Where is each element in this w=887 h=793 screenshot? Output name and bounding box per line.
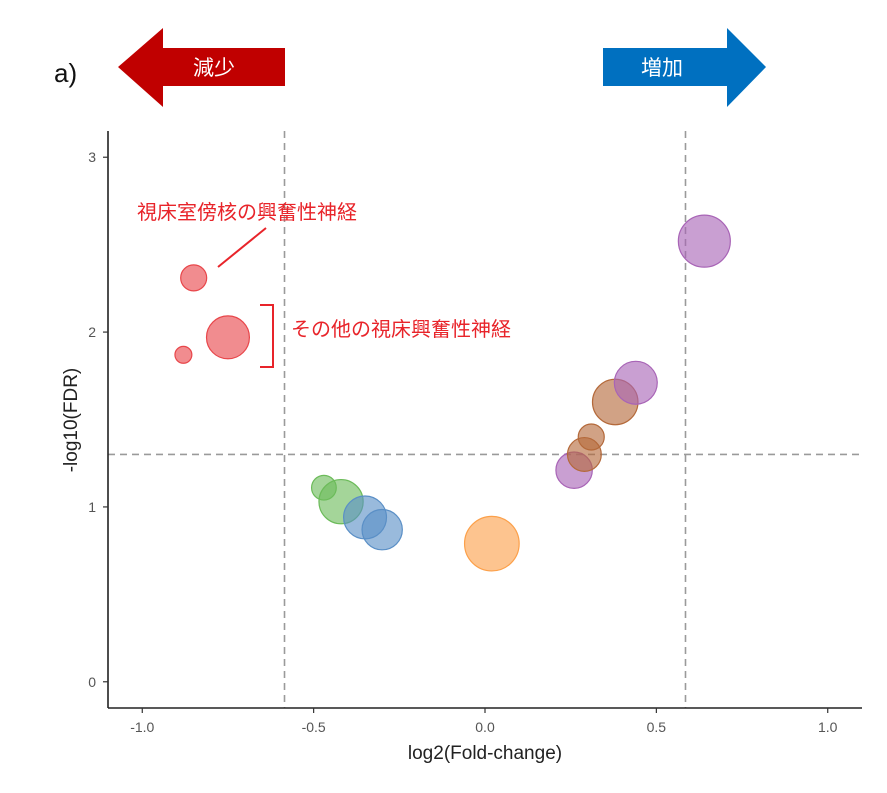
data-point-red (205, 315, 251, 360)
annotation-pvn: 視床室傍核の興奮性神経 (137, 200, 357, 224)
y-tick-label: 1 (88, 499, 96, 515)
increase-label: 増加 (641, 56, 683, 80)
annotation-other-bracket (260, 304, 274, 368)
data-point-red (174, 345, 193, 364)
data-points (174, 214, 731, 572)
x-tick-label: 1.0 (818, 719, 838, 735)
x-tick-label: -1.0 (130, 719, 154, 735)
data-point-orange (463, 515, 520, 572)
x-tick-label: 0.0 (475, 719, 495, 735)
decrease-arrow: 減少 (118, 28, 285, 107)
y-axis-title: -log10(FDR) (61, 368, 82, 473)
y-tick-label: 2 (88, 324, 96, 340)
x-axis-ticks: -1.0 -0.5 0.0 0.5 1.0 (130, 708, 838, 735)
data-point-red (180, 264, 208, 292)
panel-label: a) (54, 58, 78, 88)
data-point-purple (613, 360, 658, 405)
x-tick-label: -0.5 (302, 719, 326, 735)
data-point-blue (361, 508, 403, 551)
data-point-brown (577, 423, 605, 451)
increase-arrow-shape (603, 28, 766, 107)
x-tick-label: 0.5 (647, 719, 667, 735)
increase-arrow: 増加 (603, 28, 766, 107)
decrease-label: 減少 (193, 56, 235, 80)
y-tick-label: 3 (88, 149, 96, 165)
x-axis-title: log2(Fold-change) (408, 743, 562, 764)
data-point-purple (677, 214, 731, 268)
decrease-arrow-shape (118, 28, 285, 107)
y-axis-ticks: 0 1 2 3 (88, 149, 108, 690)
y-tick-label: 0 (88, 674, 96, 690)
annotation-other: その他の視床興奮性神経 (291, 317, 511, 341)
annotation-pvn-pointer (217, 227, 267, 268)
